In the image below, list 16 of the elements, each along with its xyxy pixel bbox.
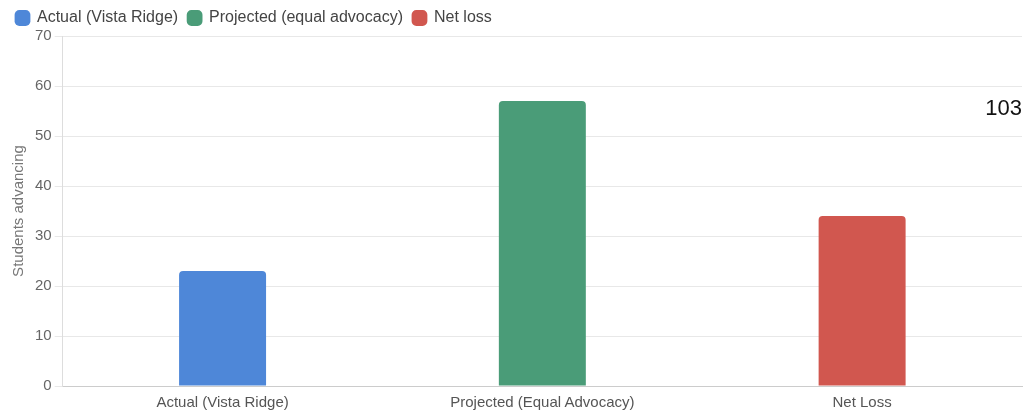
x-tick-label: Projected (Equal Advocacy) [450, 393, 635, 411]
legend-label: Net loss [433, 8, 492, 26]
y-axis-title: Students advancing [9, 145, 27, 277]
annotation: 103 [985, 95, 1022, 121]
y-tick-label: 50 [35, 126, 52, 144]
y-tick-label: 30 [35, 226, 52, 244]
legend-label: Actual (Vista Ridge) [37, 8, 179, 26]
legend-label: Projected (equal advocacy) [209, 8, 403, 26]
x-tick-label: Net Loss [832, 393, 892, 411]
y-tick-label: 20 [35, 276, 52, 294]
y-tick-label: 10 [35, 326, 52, 344]
y-tick-label: 70 [35, 26, 52, 44]
y-tick-label: 40 [35, 176, 52, 194]
x-tick-label: Actual (Vista Ridge) [156, 393, 289, 411]
y-tick-label: 60 [35, 76, 52, 94]
y-tick-label: 0 [43, 376, 52, 394]
